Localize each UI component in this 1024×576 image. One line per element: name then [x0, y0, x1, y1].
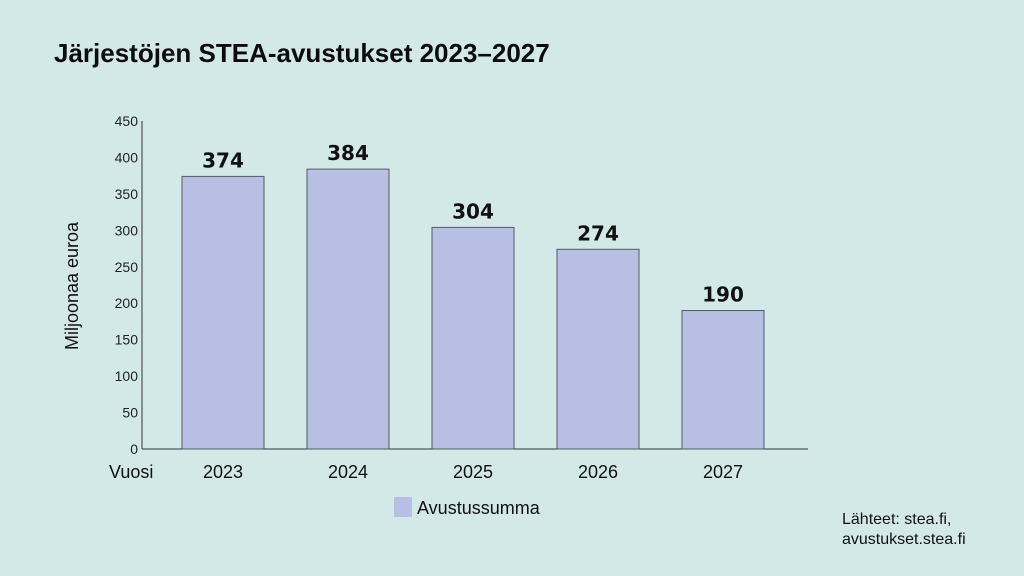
x-tick-label-2023: 2023 — [203, 462, 243, 482]
chart-title: Järjestöjen STEA-avustukset 2023–2027 — [54, 38, 550, 68]
bar-2026 — [556, 248, 640, 450]
y-axis-ticks: 0 50 100 150 200 250 300 350 400 450 — [115, 113, 139, 457]
source-line-2: avustukset.stea.fi — [842, 531, 966, 548]
x-tick-label-2026: 2026 — [578, 462, 618, 482]
data-label-2023: 374 — [202, 148, 244, 172]
y-tick-label: 250 — [115, 259, 139, 275]
source-line-1: Lähteet: stea.fi, — [842, 511, 952, 528]
x-axis-title: Vuosi — [109, 462, 153, 482]
y-tick-label: 300 — [115, 222, 139, 238]
y-axis-title: Miljoonaa euroa — [62, 221, 82, 350]
bar-2024 — [306, 168, 390, 450]
legend-label: Avustussumma — [417, 498, 541, 518]
data-label-2025: 304 — [452, 199, 494, 223]
data-labels: 374 384 304 274 190 — [202, 141, 744, 306]
bar-2027 — [681, 310, 765, 450]
bar-2023 — [181, 175, 265, 450]
y-tick-label: 50 — [122, 405, 138, 421]
bars — [181, 168, 765, 450]
source-note: Lähteet: stea.fi, avustukset.stea.fi — [842, 510, 966, 550]
y-tick-label: 0 — [130, 441, 138, 457]
data-label-2024: 384 — [327, 141, 369, 165]
x-tick-label-2025: 2025 — [453, 462, 493, 482]
y-tick-label: 150 — [115, 332, 139, 348]
y-tick-label: 100 — [115, 368, 139, 384]
legend-swatch — [394, 497, 412, 517]
x-tick-label-2024: 2024 — [328, 462, 368, 482]
bar-2025 — [431, 226, 515, 450]
x-axis-ticks: 2023 2024 2025 2026 2027 — [203, 462, 743, 482]
y-tick-label: 350 — [115, 186, 139, 202]
data-label-2027: 190 — [702, 283, 744, 307]
y-tick-label: 400 — [115, 149, 139, 165]
x-tick-label-2027: 2027 — [703, 462, 743, 482]
legend: Avustussumma — [394, 497, 541, 518]
y-tick-label: 200 — [115, 295, 139, 311]
data-label-2026: 274 — [577, 221, 619, 245]
y-tick-label: 450 — [115, 113, 139, 129]
